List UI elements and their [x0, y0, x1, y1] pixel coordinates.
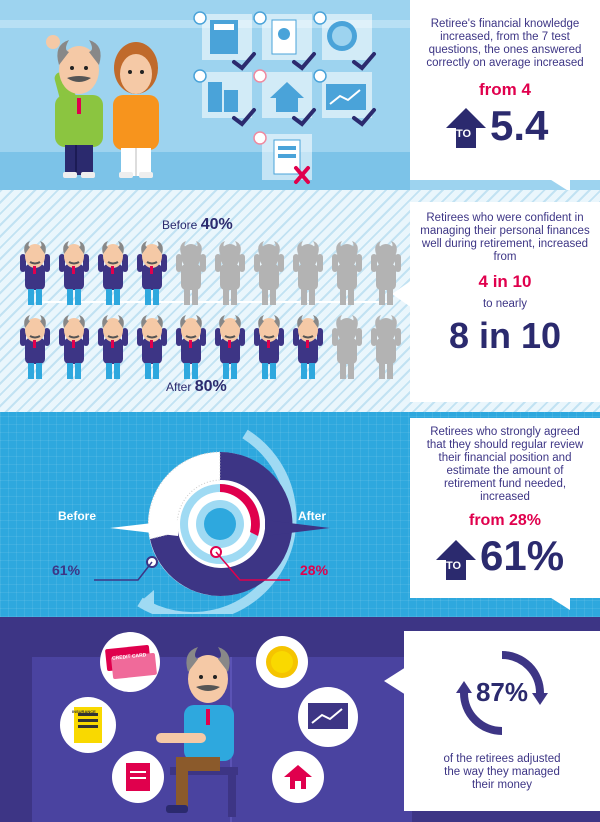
confidence-to-value: 8 in 10 [448, 315, 562, 356]
confident-retiree-icon [20, 241, 50, 305]
confident-retiree-icon [137, 315, 167, 379]
donut-after-label: After [298, 509, 327, 523]
to-label: TO [446, 560, 462, 572]
confident-retiree-icon [98, 315, 128, 379]
confident-retiree-icon [293, 315, 323, 379]
adjusted-pct: 87% [475, 677, 529, 707]
review-from: from 28% [468, 512, 542, 529]
review-text: Retirees who strongly agreed that they s… [426, 426, 584, 503]
adjusted-callout: 87% of the retirees adjusted the way the… [404, 631, 600, 811]
retiree-silhouette-icon [254, 241, 284, 305]
confident-retiree-icon [176, 315, 206, 379]
retiree-silhouette-icon [176, 241, 206, 305]
donut-left-pct: 61% [52, 562, 81, 578]
cycle-arrows-icon [456, 651, 548, 735]
knowledge-from: from 4 [479, 80, 531, 99]
review-panel: Before After 61% 28% Retirees who strong… [0, 412, 600, 617]
before-after-donut-chart [94, 429, 330, 614]
confident-retiree-icon [20, 315, 50, 379]
confident-retiree-icon [215, 315, 245, 379]
retiree-money-illustration [60, 632, 358, 817]
up-arrow-icon [446, 108, 486, 148]
after-label: After [166, 380, 192, 394]
confident-retiree-icon [254, 315, 284, 379]
retiree-silhouette-icon [371, 315, 401, 379]
confident-retiree-icon [59, 241, 89, 305]
insurance-label: INSURANCE [72, 709, 96, 714]
confidence-from: 4 in 10 [478, 272, 532, 291]
retiree-silhouette-icon [293, 241, 323, 305]
review-to-value: 61% [480, 532, 565, 579]
adjusted-panel: CREDIT CARD INSURANCE 87% of the retiree… [0, 617, 600, 822]
knowledge-text: Retiree's financial knowledge increased,… [426, 18, 584, 69]
confident-retiree-icon [98, 241, 128, 305]
knowledge-to-value: 5.4 [490, 102, 549, 149]
retiree-silhouette-icon [215, 241, 245, 305]
confident-retiree-icon [59, 315, 89, 379]
donut-right-pct: 28% [300, 562, 329, 578]
after-pct: 80% [194, 378, 227, 395]
retiree-silhouette-icon [371, 241, 401, 305]
up-arrow-icon [436, 540, 476, 580]
adjusted-text: of the retirees adjusted the way they ma… [443, 753, 561, 791]
confidence-mid: to nearly [482, 298, 528, 310]
confidence-panel: Before 40% After 80% Retirees who were c… [0, 190, 600, 412]
retiree-silhouette-icon [332, 315, 362, 379]
confidence-text: Retirees who were confident in managing … [420, 212, 590, 263]
knowledge-panel: Retiree's financial knowledge increased,… [0, 0, 600, 190]
retired-couple-illustration [46, 35, 159, 178]
knowledge-callout: Retiree's financial knowledge increased,… [410, 0, 600, 180]
before-label: Before [162, 218, 198, 232]
to-label: TO [456, 128, 472, 140]
confidence-callout: Retirees who were confident in managing … [410, 202, 600, 402]
donut-before-label: Before [58, 509, 97, 523]
before-pct: 40% [200, 216, 233, 233]
retiree-silhouette-icon [332, 241, 362, 305]
divider [40, 301, 390, 303]
confident-retiree-icon [137, 241, 167, 305]
review-callout: Retirees who strongly agreed that they s… [410, 418, 600, 598]
financial-quiz-icons [193, 11, 376, 184]
